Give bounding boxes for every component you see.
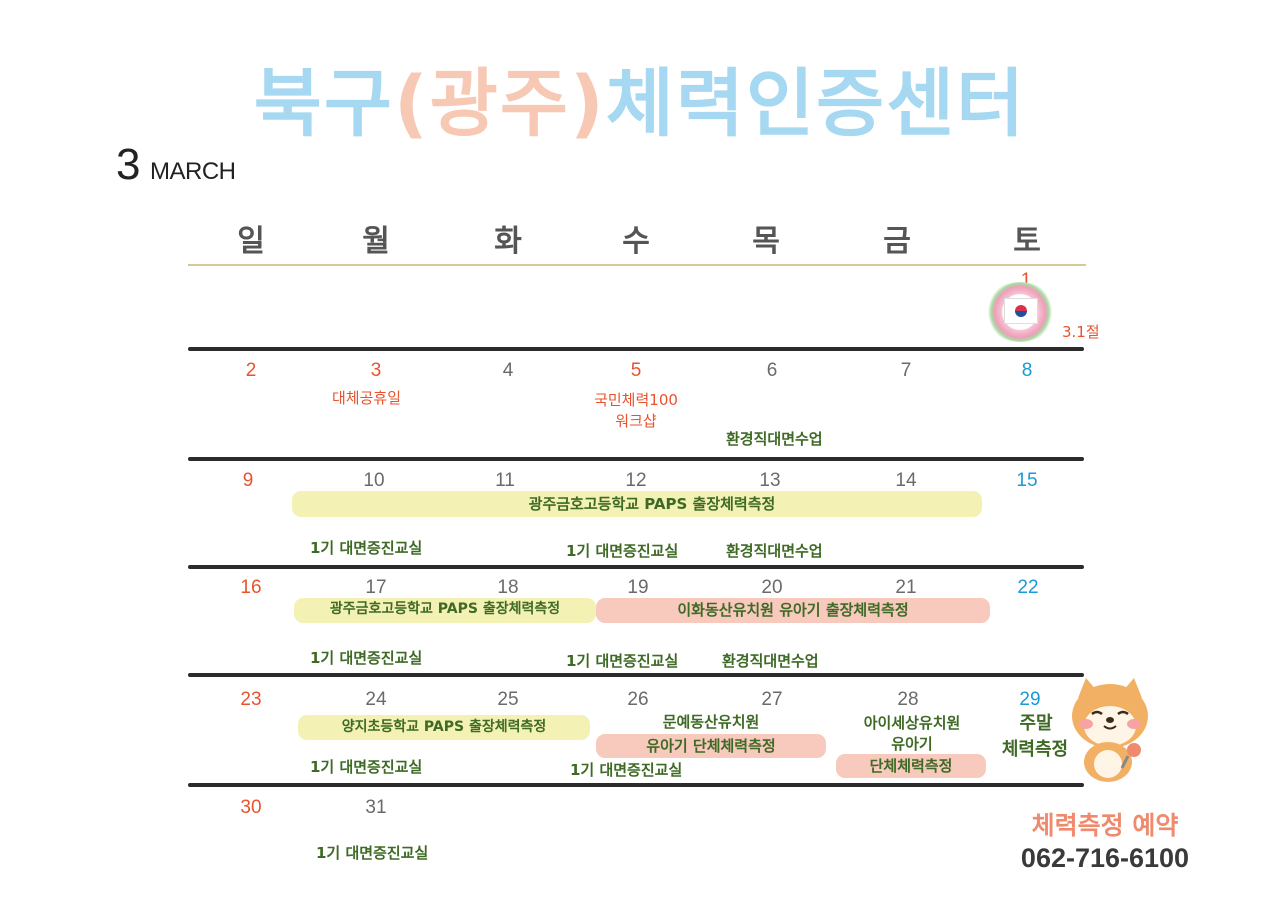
event-env-class: 환경직대면수업 — [722, 652, 819, 670]
week-divider — [188, 565, 1084, 569]
korean-flag-icon — [1004, 298, 1038, 324]
day-19: 19 — [627, 577, 649, 598]
event-class-1: 1기 대면증진교실 — [570, 761, 683, 779]
event-yangji-paps: 양지초등학교 PAPS 출장체력측정 — [341, 719, 547, 735]
day-22: 22 — [1017, 577, 1039, 598]
day-1: 1 — [1020, 270, 1032, 291]
taeguk-symbol-icon — [1015, 305, 1027, 317]
title-part-center: 체력인증센터 — [605, 61, 1027, 147]
event-gwangju-paps: 광주금호고등학교 PAPS 출장체력측정 — [528, 495, 776, 513]
day-18: 18 — [497, 577, 519, 598]
day-14: 14 — [895, 470, 917, 491]
day-24: 24 — [365, 689, 387, 710]
event-weekend-line1: 주말 — [1019, 713, 1053, 734]
month-number: 3 — [116, 140, 141, 189]
event-substitute-holiday: 대체공휴일 — [332, 389, 402, 407]
day-11: 11 — [495, 470, 515, 491]
event-highlight — [294, 598, 596, 623]
week-divider — [188, 673, 1084, 677]
weekday-mon: 월 — [362, 224, 390, 259]
day-25: 25 — [497, 689, 519, 710]
event-class-1: 1기 대면증진교실 — [566, 542, 679, 560]
event-workshop-line2: 워크샵 — [615, 412, 657, 430]
weekday-sun: 일 — [237, 224, 265, 259]
day-30: 30 — [240, 797, 262, 818]
day-23: 23 — [240, 689, 262, 710]
event-class-1: 1기 대면증진교실 — [310, 758, 423, 776]
week-divider — [188, 783, 1084, 787]
shiba-dog-mascot-icon — [1072, 678, 1148, 782]
event-highlight — [298, 715, 590, 740]
week-divider — [188, 347, 1084, 351]
event-highlight — [596, 598, 990, 623]
event-class-1: 1기 대면증진교실 — [566, 652, 679, 670]
day-6: 6 — [766, 360, 778, 381]
korean-flag-wreath-icon — [985, 282, 1055, 342]
event-highlight — [836, 754, 986, 778]
day-17: 17 — [365, 577, 387, 598]
title-part-gwangju: (광주) — [393, 61, 606, 147]
day-26: 26 — [627, 689, 649, 710]
event-ihwa: 이화동산유치원 유아기 출장체력측정 — [677, 601, 909, 619]
event-highlight — [292, 491, 982, 517]
day-12: 12 — [625, 470, 647, 491]
event-workshop-line1: 국민체력100 — [594, 391, 678, 409]
weekday-thu: 목 — [752, 224, 780, 259]
day-28: 28 — [897, 689, 919, 710]
event-aiise-line3: 단체체력측정 — [869, 757, 953, 775]
day-16: 16 — [240, 577, 262, 598]
event-class-1: 1기 대면증진교실 — [316, 844, 429, 862]
day-4: 4 — [502, 360, 514, 381]
reservation-label: 체력측정 예약 — [1031, 811, 1179, 840]
event-gwangju-paps: 광주금호고등학교 PAPS 출장체력측정 — [329, 601, 561, 617]
event-highlight — [596, 734, 826, 758]
event-aiise-line2: 유아기 — [891, 735, 933, 753]
day-9: 9 — [242, 470, 254, 491]
day-20: 20 — [761, 577, 783, 598]
title-part-bukgu: 북구 — [253, 61, 394, 147]
day-10: 10 — [363, 470, 385, 491]
event-munye-line1: 문예동산유치원 — [662, 713, 760, 731]
day-5: 5 — [630, 360, 642, 381]
day-2: 2 — [245, 360, 257, 381]
weekday-wed: 수 — [622, 224, 650, 259]
weekday-fri: 금 — [883, 224, 911, 259]
event-env-class: 환경직대면수업 — [726, 542, 823, 560]
event-class-1: 1기 대면증진교실 — [310, 649, 423, 667]
page-title: 북구(광주)체력인증센터 — [0, 44, 1280, 151]
weekday-sat: 토 — [1013, 224, 1041, 259]
event-aiise-line1: 아이세상유치원 — [863, 714, 961, 732]
event-weekend-line2: 체력측정 — [1001, 739, 1069, 760]
weekday-tue: 화 — [494, 224, 522, 259]
event-munye-line2: 유아기 단체체력측정 — [646, 737, 776, 755]
week-divider — [188, 457, 1084, 461]
day-8: 8 — [1021, 360, 1033, 381]
day-21: 21 — [895, 577, 917, 598]
month-name: MARCH — [150, 158, 236, 185]
event-class-1: 1기 대면증진교실 — [310, 539, 423, 557]
header-divider — [188, 264, 1086, 266]
day-27: 27 — [761, 689, 783, 710]
event-env-class: 환경직대면수업 — [726, 430, 823, 448]
event-samiljeol: 3.1절 — [1062, 323, 1100, 341]
day-7: 7 — [900, 360, 912, 381]
day-3: 3 — [370, 360, 382, 381]
day-31: 31 — [365, 797, 387, 818]
day-29: 29 — [1019, 689, 1041, 710]
day-15: 15 — [1016, 470, 1038, 491]
day-13: 13 — [759, 470, 781, 491]
reservation-phone: 062-716-6100 — [1020, 843, 1190, 873]
